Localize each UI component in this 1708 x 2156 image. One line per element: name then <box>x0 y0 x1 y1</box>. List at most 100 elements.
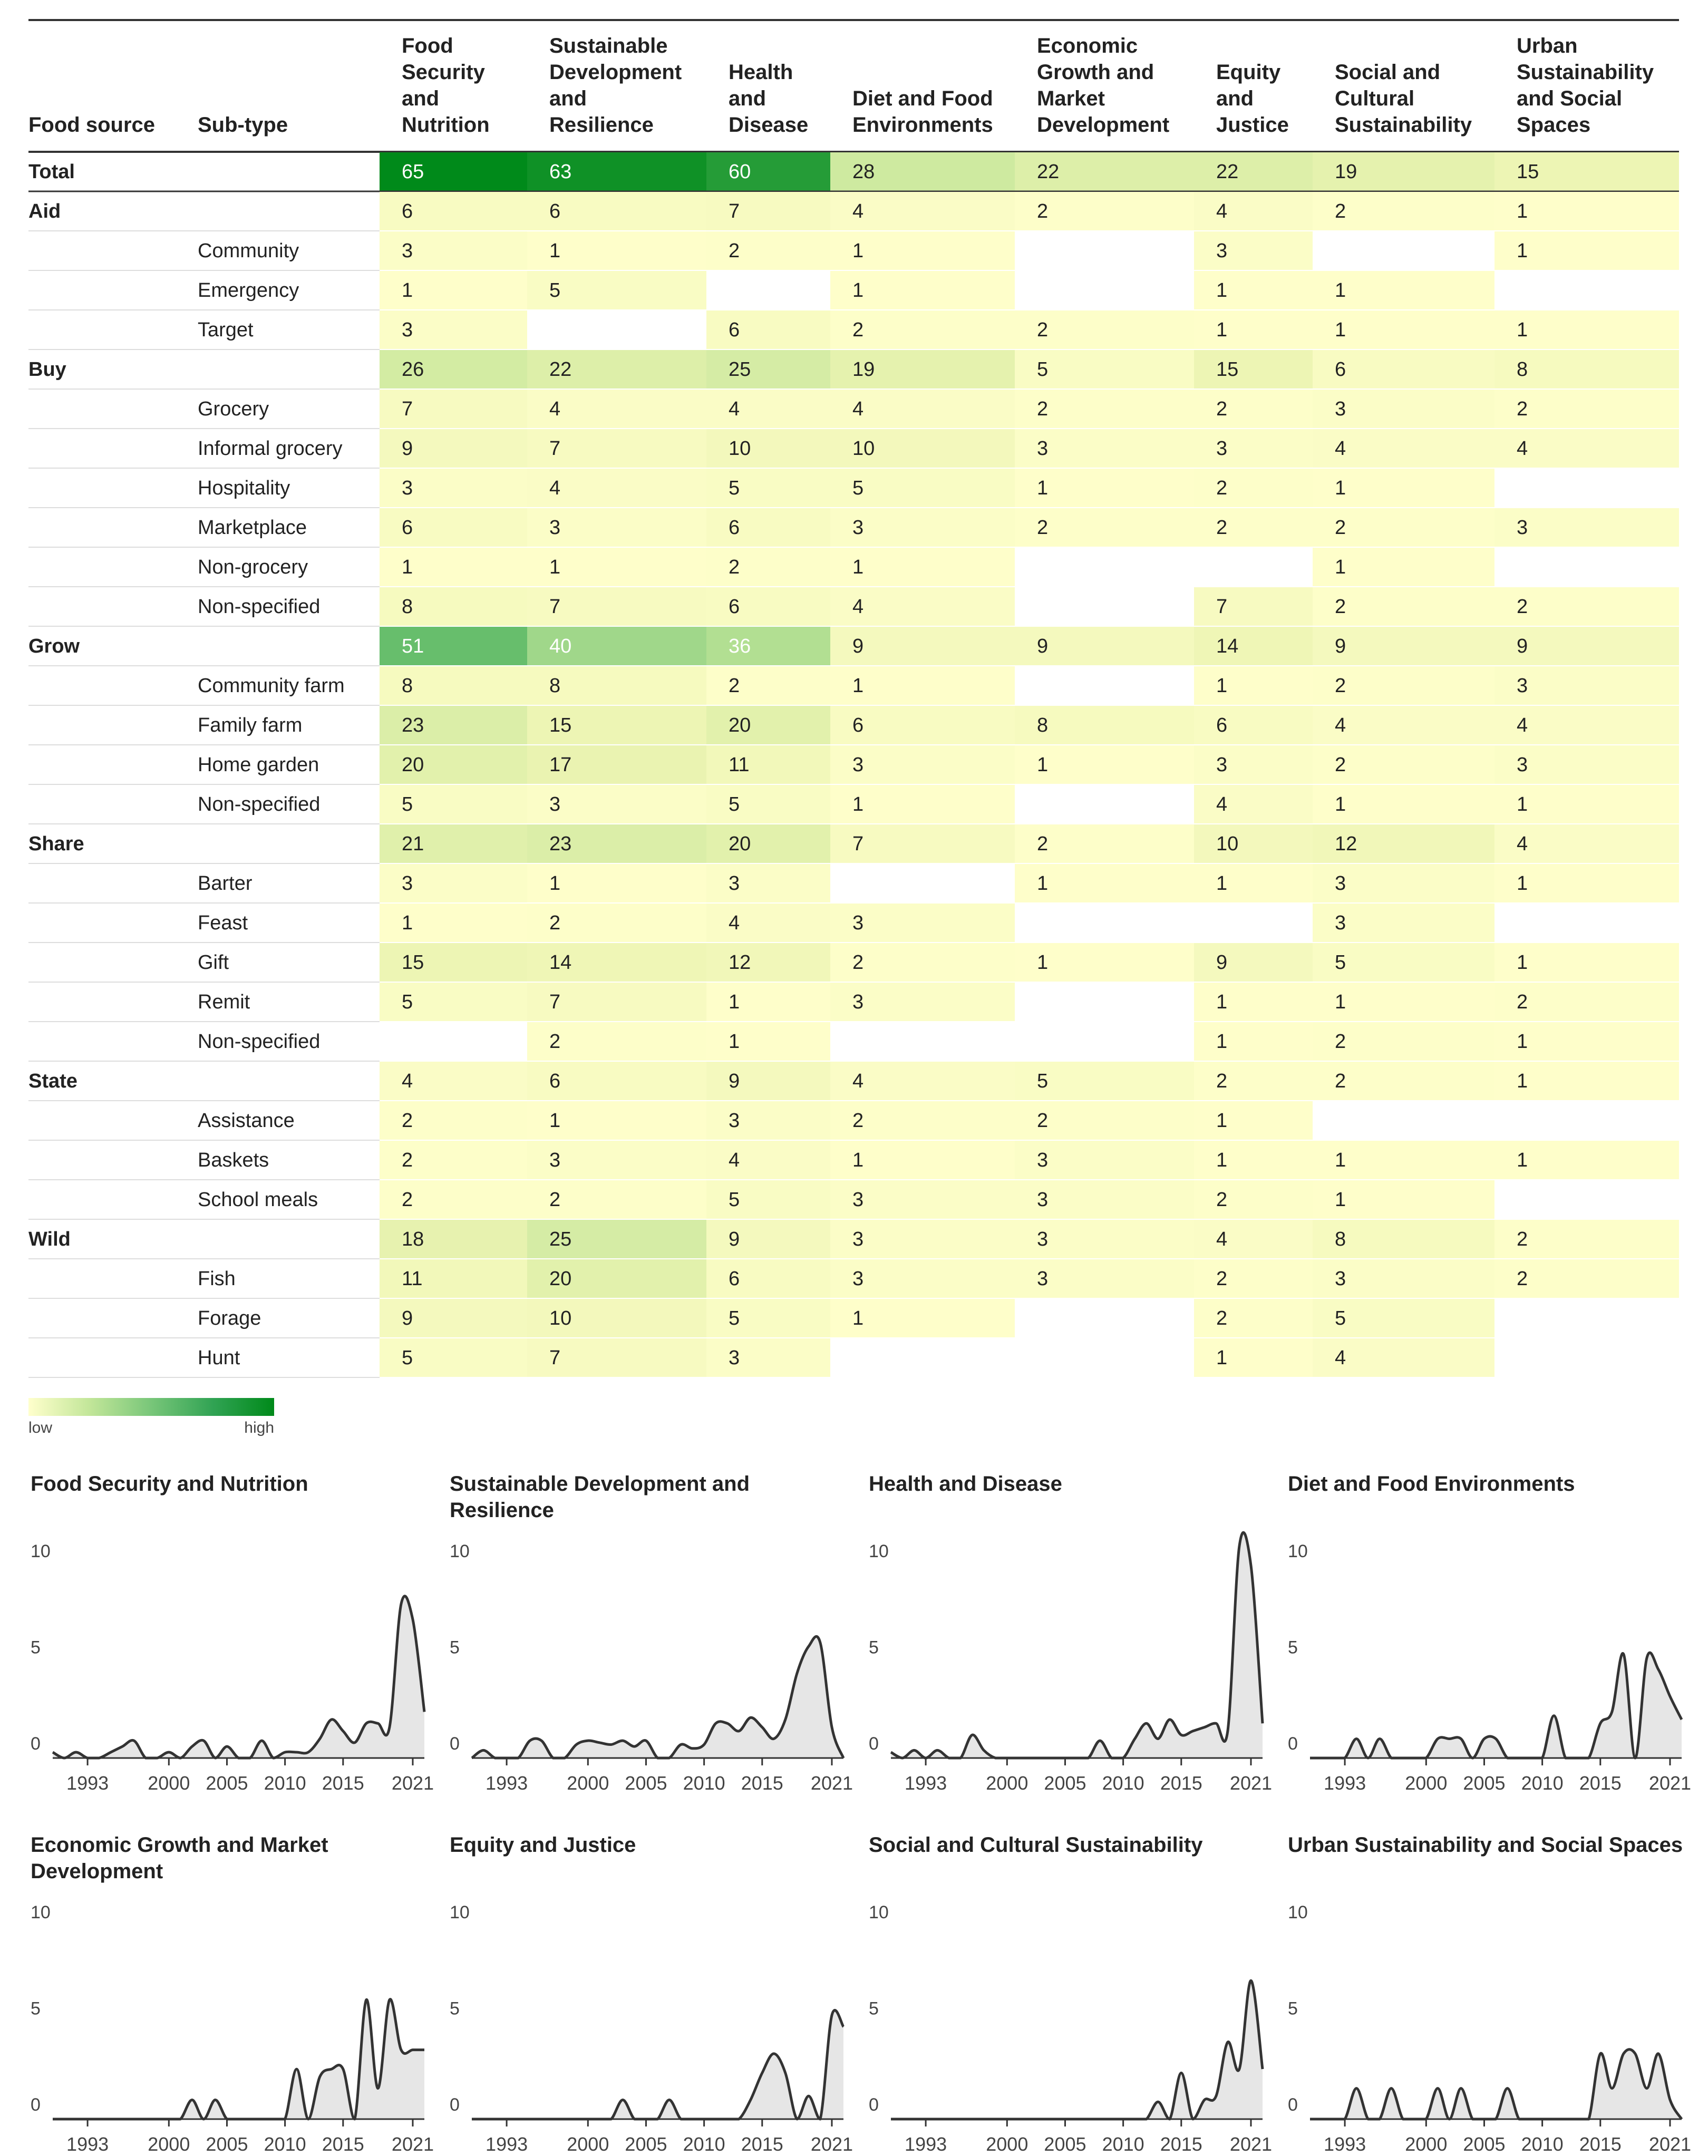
heat-cell-value: 3 <box>729 1110 740 1132</box>
heat-cell <box>1494 864 1679 902</box>
heat-cell <box>380 666 527 705</box>
heat-cell-value: 2 <box>1037 1110 1048 1132</box>
heat-cell-value: 5 <box>1037 358 1048 381</box>
heat-cell-value: 3 <box>1037 1149 1048 1171</box>
column-header-3: Development <box>549 61 682 84</box>
heat-cell-value: 3 <box>852 1228 863 1250</box>
heat-cell <box>1313 1338 1494 1377</box>
heat-cell <box>706 627 830 665</box>
heat-cell-value: 3 <box>1037 438 1048 460</box>
heat-cell-value: 1 <box>1037 872 1048 895</box>
heat-cell-value: 6 <box>549 200 560 222</box>
heat-cell-value: 5 <box>1335 1307 1346 1329</box>
heat-cell <box>1194 1180 1313 1219</box>
x-tick-label: 1993 <box>905 2133 947 2155</box>
heat-cell <box>1015 1180 1194 1219</box>
heat-cell-value: 1 <box>1216 675 1227 697</box>
heat-cell-value: 8 <box>549 675 560 697</box>
heat-cell-value: 2 <box>1216 1189 1227 1211</box>
heat-cell-value: 4 <box>1216 1228 1227 1250</box>
heat-cell-value: 7 <box>549 596 560 618</box>
heat-cell <box>380 1299 527 1337</box>
heat-cell <box>706 1299 830 1337</box>
heat-cell-value: 3 <box>1517 675 1528 697</box>
heat-cell-value: 1 <box>729 1031 740 1053</box>
heat-cell-value: 5 <box>729 1189 740 1211</box>
heat-cell <box>1313 864 1494 902</box>
heat-cell <box>830 231 1015 270</box>
heat-cell <box>380 231 527 270</box>
heat-cell-value: 12 <box>1335 833 1357 855</box>
y-tick-label: 5 <box>1288 1999 1298 2019</box>
heat-cell <box>1494 666 1679 705</box>
heat-cell <box>1313 745 1494 784</box>
heat-cell-value: 8 <box>1517 358 1528 381</box>
x-tick-label: 2000 <box>567 1772 609 1794</box>
heat-cell <box>527 666 706 705</box>
heat-cell-value: 3 <box>402 477 413 499</box>
heat-cell <box>1015 350 1194 389</box>
heat-cell <box>830 824 1015 863</box>
heat-cell-value: 18 <box>402 1228 424 1250</box>
heat-cell <box>706 469 830 507</box>
heat-cell <box>706 1062 830 1100</box>
heat-cell-value: 11 <box>402 1268 422 1290</box>
row-subtype-label: Target <box>198 319 254 341</box>
heat-cell-value: 2 <box>1335 596 1346 618</box>
heat-cell-value: 1 <box>1335 1149 1346 1171</box>
heat-cell <box>1194 864 1313 902</box>
heat-cell-value: 1 <box>1216 1110 1227 1132</box>
heat-cell-value: 4 <box>1216 793 1227 815</box>
heat-cell <box>830 983 1015 1021</box>
heat-cell <box>1015 1141 1194 1179</box>
heat-cell-value: 40 <box>549 635 571 657</box>
heat-cell-value: 1 <box>1335 319 1346 341</box>
heat-cell <box>1494 390 1679 428</box>
color-legend: low high <box>28 1398 282 1440</box>
x-tick-label: 2015 <box>322 1772 364 1794</box>
x-tick-label: 2000 <box>1405 1772 1447 1794</box>
heat-cell <box>1194 785 1313 823</box>
x-tick-label: 2005 <box>1044 1772 1086 1794</box>
row-subtype-label: Baskets <box>198 1149 269 1171</box>
heat-cell-value: 1 <box>1037 951 1048 974</box>
heat-cell-value: 1 <box>852 1149 863 1171</box>
heat-cell <box>1015 390 1194 428</box>
heat-cell <box>1194 469 1313 507</box>
heat-cell <box>1494 1022 1679 1061</box>
heat-cell <box>1494 983 1679 1021</box>
heat-cell <box>1194 587 1313 626</box>
heat-cell-value: 1 <box>1335 1189 1346 1211</box>
heat-cell <box>380 390 527 428</box>
heat-cell <box>830 1299 1015 1337</box>
panel-title: Food Security and Nutrition <box>31 1472 308 1495</box>
heat-cell <box>380 1338 527 1377</box>
x-tick-label: 2010 <box>1521 2133 1564 2155</box>
heat-cell-value: 3 <box>852 912 863 934</box>
heat-cell-value: 1 <box>1216 872 1227 895</box>
heat-cell <box>830 271 1015 309</box>
heat-cell <box>1015 429 1194 468</box>
heat-cell <box>706 824 830 863</box>
row-source-label: Wild <box>28 1228 71 1250</box>
legend-low-label: low <box>28 1419 53 1436</box>
heat-cell-value: 10 <box>549 1307 571 1329</box>
heat-cell <box>380 824 527 863</box>
heat-cell-value: 14 <box>1216 635 1238 657</box>
heat-cell <box>706 548 830 586</box>
x-tick-label: 2010 <box>683 2133 725 2155</box>
heat-cell <box>1313 904 1494 942</box>
heat-cell-value: 15 <box>1517 161 1539 183</box>
heat-cell <box>527 231 706 270</box>
column-header-9: Spaces <box>1517 113 1590 137</box>
heat-cell <box>1015 1101 1194 1140</box>
heat-cell <box>1313 1299 1494 1337</box>
heat-cell <box>1194 627 1313 665</box>
heat-cell-value: 1 <box>1335 477 1346 499</box>
heat-cell <box>1015 745 1194 784</box>
heat-cell-value: 23 <box>549 833 571 855</box>
heat-cell <box>706 666 830 705</box>
heat-cell-value: 1 <box>1517 240 1528 262</box>
heat-cell-value: 4 <box>1517 438 1528 460</box>
heat-cell <box>380 983 527 1021</box>
